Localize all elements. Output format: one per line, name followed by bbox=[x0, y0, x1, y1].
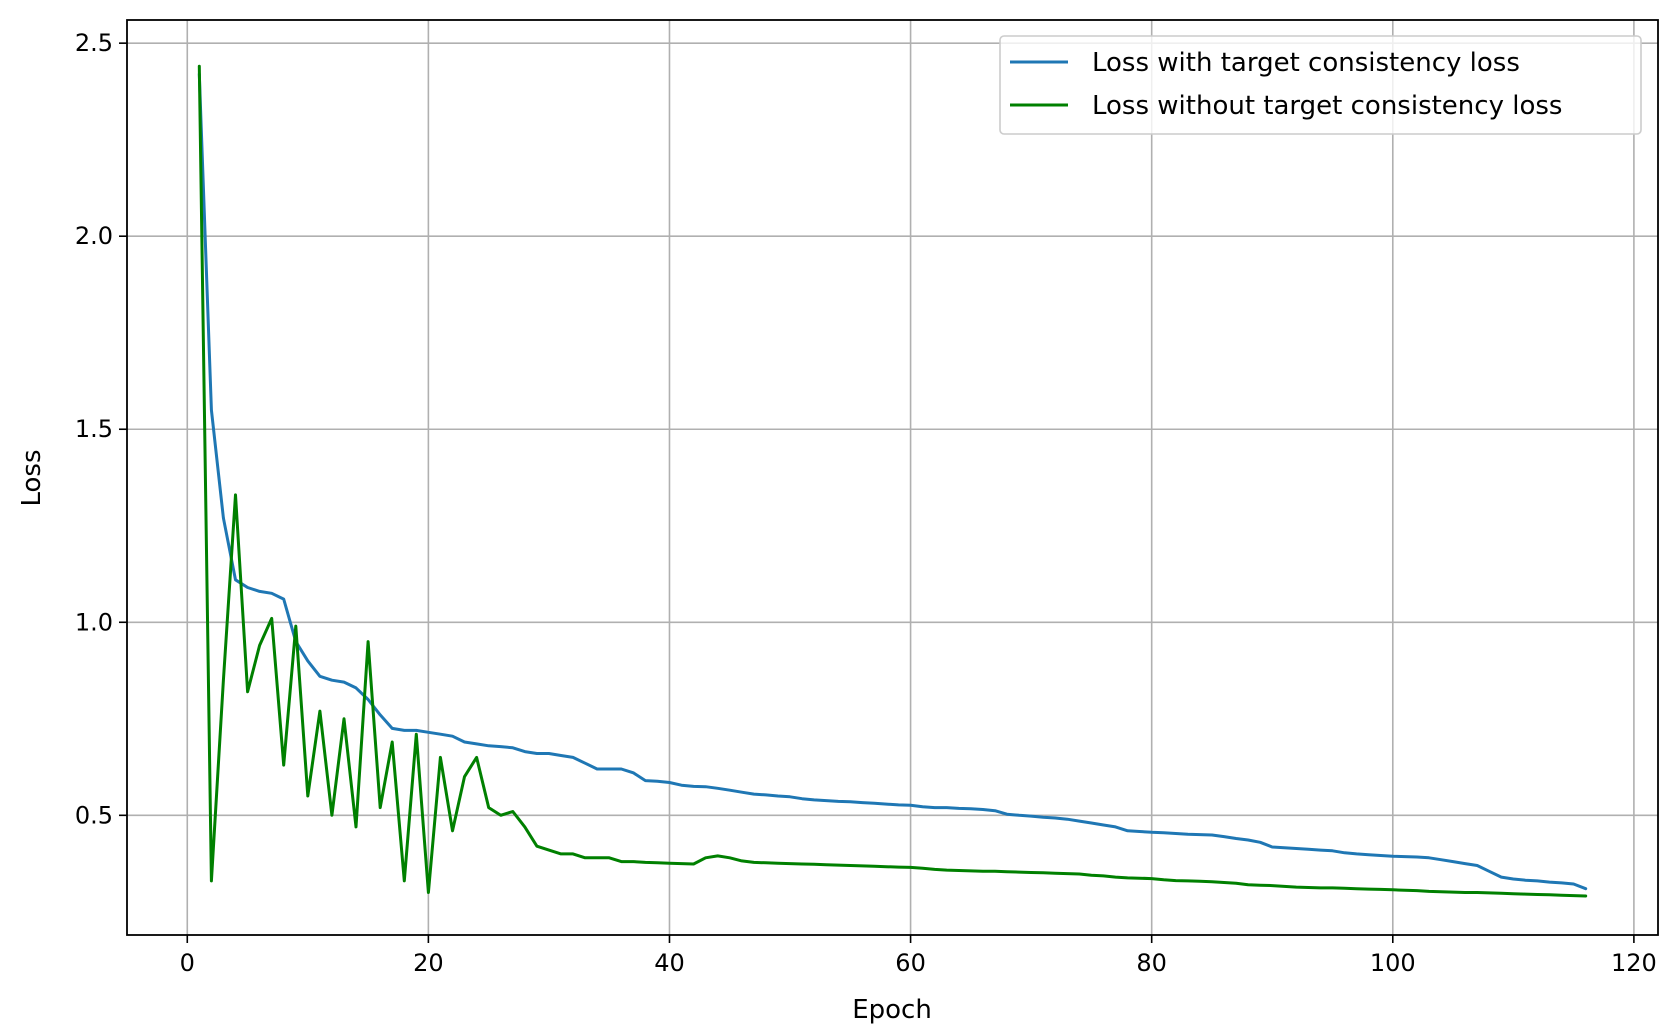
y-tick-label: 2.0 bbox=[75, 222, 113, 250]
series-layer bbox=[197, 64, 1588, 898]
x-tick-label: 100 bbox=[1370, 949, 1416, 977]
plot-frame bbox=[126, 19, 1659, 936]
legend-label: Loss without target consistency loss bbox=[1092, 91, 1562, 121]
y-tick-label: 0.5 bbox=[75, 801, 113, 829]
y-axis-title: Loss bbox=[17, 449, 47, 506]
series-line-with-target-consistency bbox=[197, 72, 1588, 891]
grid-lines bbox=[127, 20, 1658, 935]
axis-ticks: 0 20 40 60 80 100 120 0.5 1.0 1.5 2.0 2.5 bbox=[75, 29, 1657, 977]
x-tick-label: 60 bbox=[895, 949, 926, 977]
y-tick-label: 1.5 bbox=[75, 415, 113, 443]
series-line-without-target-consistency bbox=[197, 64, 1588, 898]
x-tick-label: 0 bbox=[180, 949, 195, 977]
x-axis-title: Epoch bbox=[852, 995, 932, 1025]
x-tick-label: 40 bbox=[654, 949, 685, 977]
x-tick-label: 20 bbox=[413, 949, 444, 977]
y-tick-label: 2.5 bbox=[75, 29, 113, 57]
legend-box bbox=[999, 35, 1642, 135]
legend: Loss with target consistency loss Loss wi… bbox=[999, 35, 1642, 135]
y-tick-label: 1.0 bbox=[75, 608, 113, 636]
x-tick-label: 80 bbox=[1136, 949, 1167, 977]
x-tick-label: 120 bbox=[1611, 949, 1657, 977]
plot-area bbox=[127, 20, 1658, 935]
legend-label: Loss with target consistency loss bbox=[1092, 48, 1520, 78]
